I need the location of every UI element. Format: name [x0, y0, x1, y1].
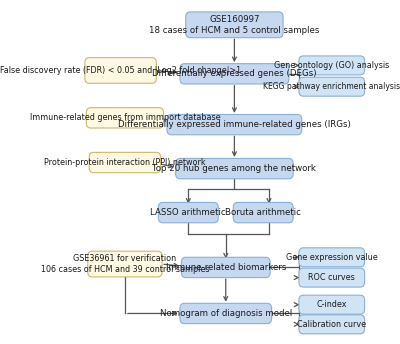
FancyBboxPatch shape: [299, 248, 365, 267]
FancyBboxPatch shape: [299, 268, 365, 287]
Text: Immune-related genes from immport database: Immune-related genes from immport databa…: [30, 114, 220, 122]
FancyBboxPatch shape: [181, 257, 270, 278]
FancyBboxPatch shape: [186, 12, 283, 37]
FancyBboxPatch shape: [233, 203, 293, 223]
FancyBboxPatch shape: [299, 56, 365, 75]
FancyBboxPatch shape: [89, 152, 161, 173]
Text: Top 20 hub genes among the network: Top 20 hub genes among the network: [152, 164, 316, 173]
FancyBboxPatch shape: [86, 108, 164, 128]
Text: ROC curves: ROC curves: [308, 273, 355, 282]
Text: Differentially expressed genes (DEGs): Differentially expressed genes (DEGs): [152, 69, 317, 78]
Text: KEGG pathway enrichment analysis: KEGG pathway enrichment analysis: [263, 82, 400, 91]
Text: LASSO arithmetic: LASSO arithmetic: [150, 208, 226, 217]
Text: GSE160997
18 cases of HCM and 5 control samples: GSE160997 18 cases of HCM and 5 control …: [149, 15, 320, 35]
Text: Protein-protein interaction (PPI) network: Protein-protein interaction (PPI) networ…: [44, 158, 206, 167]
FancyBboxPatch shape: [176, 159, 293, 179]
Text: Gene expression value: Gene expression value: [286, 253, 378, 262]
Text: Boruta arithmetic: Boruta arithmetic: [225, 208, 301, 217]
Text: Gene ontology (GO) analysis: Gene ontology (GO) analysis: [274, 61, 389, 70]
FancyBboxPatch shape: [158, 203, 218, 223]
Text: Nomogram of diagnosis model: Nomogram of diagnosis model: [160, 309, 292, 318]
FancyBboxPatch shape: [299, 77, 365, 96]
Text: GSE36961 for verification
106 cases of HCM and 39 control samples: GSE36961 for verification 106 cases of H…: [41, 254, 209, 274]
Text: C-index: C-index: [316, 300, 347, 309]
FancyBboxPatch shape: [88, 251, 162, 277]
FancyBboxPatch shape: [167, 115, 302, 135]
FancyBboxPatch shape: [85, 57, 156, 83]
Text: Immune-related biomarkers: Immune-related biomarkers: [166, 263, 286, 272]
Text: Differentially expressed immune-related genes (IRGs): Differentially expressed immune-related …: [118, 120, 351, 129]
FancyBboxPatch shape: [299, 315, 365, 334]
FancyBboxPatch shape: [180, 64, 289, 84]
Text: Calibration curve: Calibration curve: [297, 320, 366, 329]
FancyBboxPatch shape: [180, 303, 272, 324]
FancyBboxPatch shape: [299, 295, 365, 314]
Text: False discovery rate (FDR) < 0.05 and |Log2 fold change|>1: False discovery rate (FDR) < 0.05 and |L…: [0, 66, 241, 75]
